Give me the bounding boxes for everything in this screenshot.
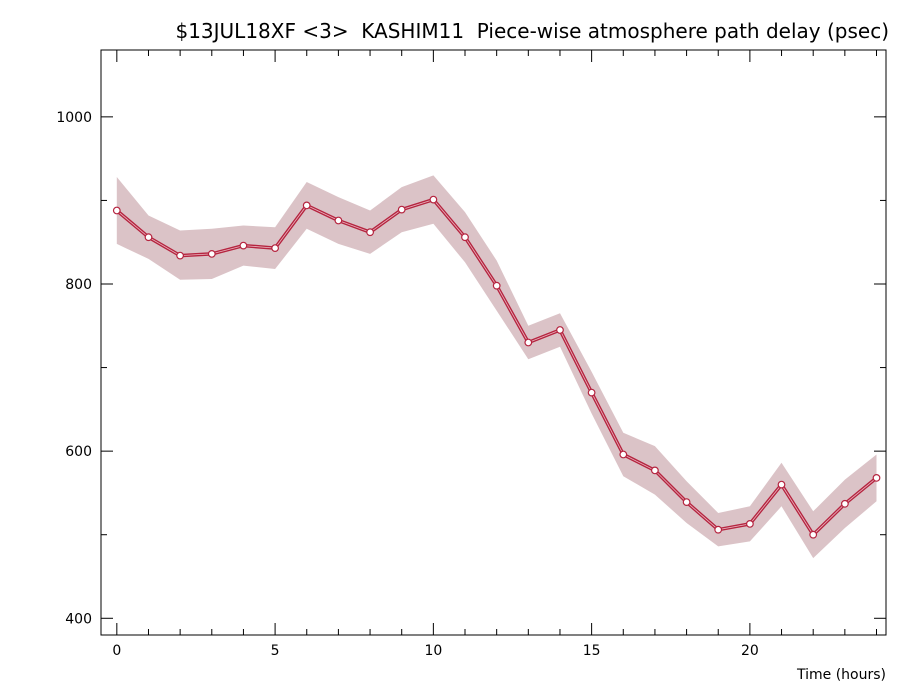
data-point [556, 326, 564, 334]
data-point [461, 233, 469, 242]
y-tick-label: 800 [65, 277, 92, 293]
data-point [302, 201, 311, 210]
data-point [176, 251, 185, 260]
y-tick-label: 400 [65, 611, 92, 627]
series-line-0 [115, 197, 878, 537]
data-point [524, 338, 533, 347]
x-tick-label: 5 [271, 643, 280, 659]
data-point [271, 244, 280, 253]
data-point [144, 233, 153, 242]
confidence-band-layer [116, 175, 877, 559]
data-point [587, 388, 596, 397]
plot-frame [100, 49, 887, 636]
data-point [492, 281, 501, 290]
data-point [429, 195, 438, 204]
data-point [207, 249, 216, 258]
data-point [841, 499, 849, 508]
x-tick-label: 20 [741, 643, 759, 659]
y-tick-label: 600 [65, 444, 92, 460]
data-point [714, 525, 723, 534]
y-tick-label: 1000 [56, 110, 92, 126]
data-point [809, 530, 818, 539]
data-point [366, 228, 375, 237]
data-point [619, 450, 628, 459]
confidence-band-0 [116, 175, 877, 559]
data-point [651, 466, 659, 475]
data-point [397, 205, 406, 214]
x-tick-label: 10 [424, 643, 442, 659]
tick-labels-layer: 0 5 10 15 20 400 600 800 1000 [56, 110, 758, 659]
data-point [746, 520, 754, 528]
data-point [334, 216, 343, 225]
series-line-layer [115, 197, 878, 537]
data-point [112, 206, 121, 215]
axis-ticks-layer [101, 50, 886, 635]
data-point [239, 241, 248, 250]
data-point [682, 498, 691, 507]
data-point [777, 480, 786, 489]
x-tick-label: 0 [112, 643, 121, 659]
chart-title: $13JUL18XF <3> KASHIM11 Piece-wise atmos… [175, 19, 889, 43]
x-tick-label: 15 [583, 643, 601, 659]
data-point-layer [112, 195, 881, 539]
x-axis-label: Time (hours) [796, 667, 886, 683]
data-point [872, 474, 881, 482]
